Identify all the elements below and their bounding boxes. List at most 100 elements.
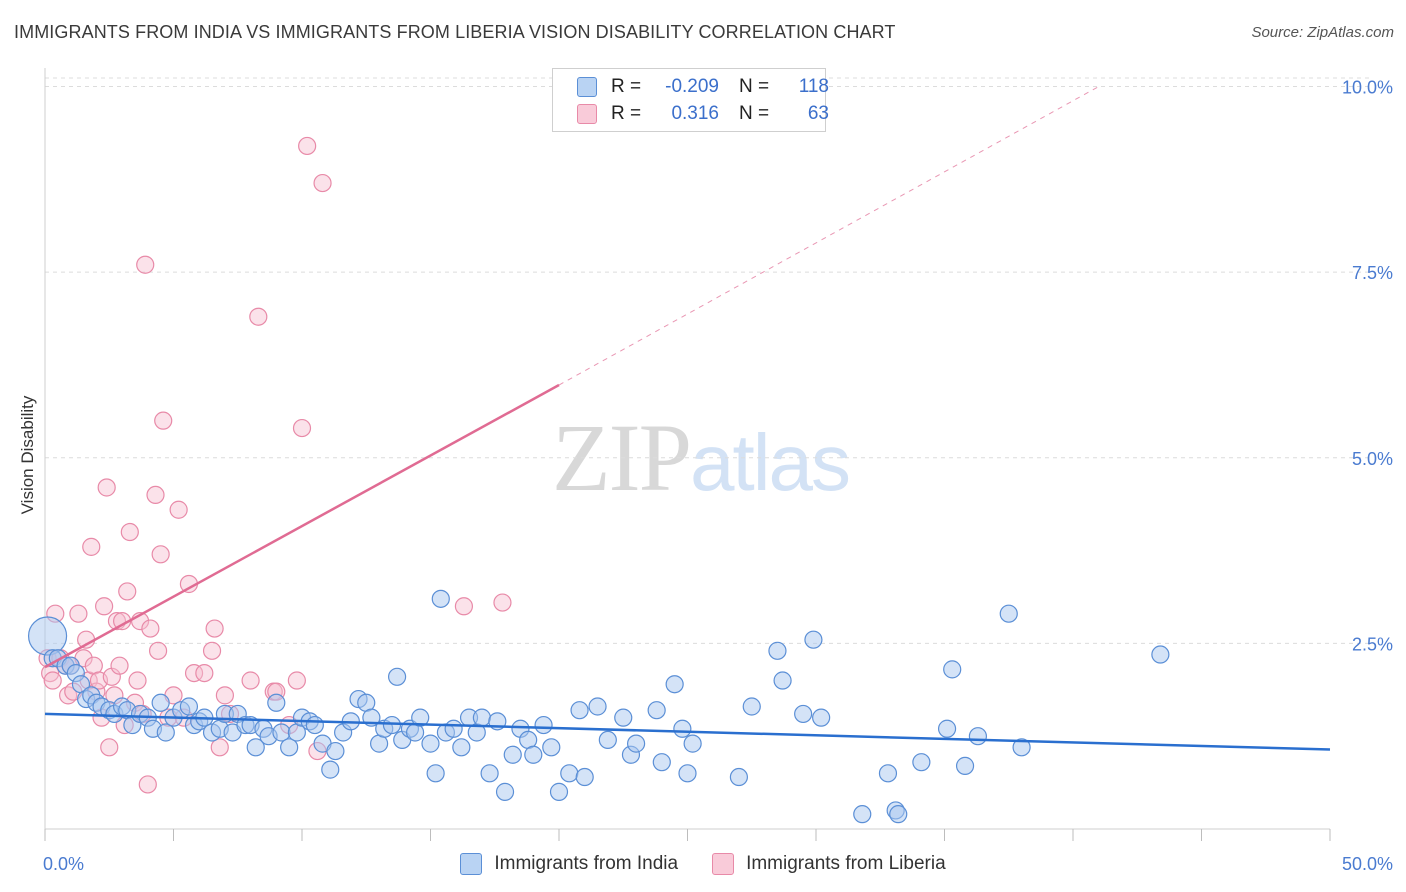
- liberia-point: [141, 619, 160, 638]
- india-trend-line: [44, 712, 1331, 751]
- india-point: [280, 738, 299, 757]
- india-point: [549, 782, 569, 801]
- liberia-point: [454, 597, 474, 616]
- india-point: [683, 734, 702, 753]
- liberia-legend-swatch: [712, 853, 735, 875]
- india-point: [156, 723, 175, 742]
- legend-row-india: R = -0.209 N = 118: [577, 75, 829, 99]
- series-legend: Immigrants from India Immigrants from Li…: [0, 852, 1406, 876]
- india-point: [999, 604, 1018, 623]
- india-point: [305, 715, 324, 735]
- liberia-point: [154, 411, 173, 430]
- india-point: [652, 753, 671, 772]
- liberia-point: [100, 738, 119, 757]
- india-point: [426, 764, 445, 783]
- legend-item-liberia[interactable]: Immigrants from Liberia: [712, 853, 946, 875]
- india-point: [246, 738, 265, 757]
- india-point: [411, 708, 430, 727]
- liberia-point: [43, 671, 62, 690]
- india-point: [878, 764, 898, 783]
- india-point: [794, 704, 813, 724]
- y-tick-label: 10.0%: [1342, 78, 1393, 98]
- india-point: [575, 767, 594, 787]
- india-point: [598, 730, 617, 750]
- watermark-atlas: atlas: [690, 418, 851, 507]
- india-r-value: -0.209: [665, 76, 719, 97]
- liberia-point: [298, 136, 317, 156]
- india-point: [812, 708, 831, 727]
- liberia-point: [120, 522, 139, 542]
- india-point: [773, 671, 792, 690]
- india-point: [387, 667, 407, 686]
- india-point: [614, 708, 633, 727]
- liberia-point: [287, 671, 306, 690]
- india-point: [431, 589, 450, 608]
- india-legend-label: Immigrants from India: [494, 853, 679, 874]
- liberia-point: [169, 500, 188, 519]
- liberia-point: [151, 545, 170, 564]
- liberia-legend-label: Immigrants from Liberia: [746, 853, 946, 874]
- liberia-swatch: [577, 104, 597, 124]
- liberia-point: [493, 593, 512, 612]
- liberia-r-label: R =: [611, 103, 642, 124]
- india-point: [444, 719, 463, 738]
- india-swatch: [577, 77, 597, 97]
- india-point: [955, 756, 975, 775]
- legend-row-liberia: R = 0.316 N = 63: [577, 102, 829, 126]
- india-point: [729, 767, 749, 787]
- india-point: [495, 782, 515, 801]
- liberia-point: [97, 478, 116, 497]
- legend-item-india[interactable]: Immigrants from India: [460, 853, 678, 875]
- liberia-point: [128, 671, 147, 690]
- liberia-point: [215, 686, 234, 705]
- liberia-point: [138, 775, 157, 794]
- india-point: [542, 738, 561, 757]
- india-point: [321, 760, 340, 779]
- india-point: [503, 745, 522, 764]
- india-point: [534, 715, 553, 735]
- india-point: [1012, 738, 1031, 757]
- liberia-point: [210, 738, 229, 757]
- india-point: [889, 805, 908, 824]
- y-tick-label: 5.0%: [1352, 449, 1393, 469]
- india-point: [678, 764, 697, 783]
- liberia-point: [205, 619, 224, 638]
- india-point: [626, 734, 646, 753]
- source-credit: Source: ZipAtlas.com: [1251, 24, 1394, 41]
- liberia-n-value: 63: [807, 103, 829, 124]
- india-point: [382, 715, 402, 735]
- liberia-point: [82, 537, 101, 556]
- y-tick-label: 2.5%: [1352, 634, 1393, 654]
- india-point: [179, 697, 199, 716]
- india-r-label: R =: [611, 76, 642, 97]
- india-point: [1151, 645, 1170, 664]
- india-point: [570, 701, 589, 720]
- india-point: [27, 616, 68, 656]
- india-legend-swatch: [460, 853, 483, 875]
- liberia-trend-extension: [558, 86, 1099, 386]
- liberia-r-value: 0.316: [671, 103, 719, 124]
- india-point: [588, 697, 607, 716]
- india-point: [472, 708, 491, 727]
- india-point: [421, 734, 440, 753]
- y-tick-label: 7.5%: [1352, 263, 1393, 283]
- india-point: [267, 693, 286, 712]
- india-point: [524, 745, 543, 764]
- y-axis-label: Vision Disability: [18, 395, 37, 515]
- liberia-point: [148, 641, 168, 660]
- stats-legend: R = -0.209 N = 118 R = 0.316 N = 63: [552, 68, 829, 132]
- liberia-point: [95, 597, 114, 616]
- liberia-point: [136, 255, 155, 274]
- india-point: [943, 660, 962, 679]
- x-tick-label-max: 50.0%: [1342, 854, 1393, 874]
- liberia-point: [195, 663, 214, 683]
- india-point: [452, 738, 471, 757]
- x-tick-label-min: 0.0%: [43, 854, 84, 874]
- india-point: [673, 719, 692, 738]
- india-point: [480, 764, 499, 783]
- liberia-point: [241, 671, 260, 690]
- india-n-value: 118: [798, 76, 829, 97]
- liberia-point: [118, 582, 137, 601]
- india-point: [768, 641, 787, 660]
